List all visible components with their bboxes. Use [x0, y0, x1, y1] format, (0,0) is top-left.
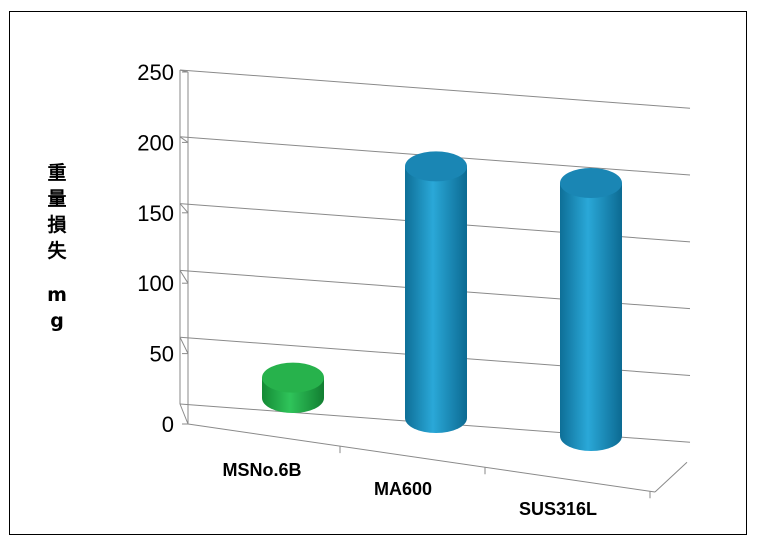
- y-axis-label: 重 量 損 失 m g: [42, 160, 72, 334]
- y-axis-label-char: 損: [47, 214, 67, 236]
- cylinder-top: [405, 151, 467, 182]
- gridline: [179, 69, 691, 109]
- y-axis-label-char: g: [50, 310, 64, 332]
- y-axis-label-char: 量: [47, 188, 67, 210]
- floor-right-edge: [654, 461, 688, 493]
- y-tick-label: 150: [137, 201, 174, 226]
- x-category-label: MSNo.6B: [222, 460, 301, 480]
- y-tick-label: 0: [162, 412, 174, 437]
- side-gridline: [179, 336, 189, 354]
- label-layer: 0 50 100 150 200 250 MSNo.6B MA600 SUS316L: [137, 60, 597, 519]
- y-axis-label-char: m: [47, 284, 67, 306]
- x-category-label: MA600: [374, 479, 432, 499]
- x-category-label: SUS316L: [519, 499, 597, 519]
- y-axis-label-char: 重: [47, 162, 67, 184]
- side-gridline: [179, 136, 189, 143]
- bar-layer: [262, 151, 622, 452]
- y-axis-label-char: 失: [47, 240, 67, 262]
- cylinder-top: [560, 168, 622, 199]
- x-axis-line: [187, 423, 656, 493]
- cylinder-bar-msno6b: [262, 362, 324, 413]
- side-gridline: [179, 270, 189, 284]
- side-gridline: [179, 203, 189, 214]
- y-tick-label: 200: [137, 130, 174, 155]
- y-tick-label: 250: [137, 60, 174, 85]
- y-tick-label: 50: [150, 342, 174, 367]
- cylinder-body: [405, 166, 467, 433]
- cylinder-body: [560, 183, 622, 452]
- y-tick-label: 100: [137, 271, 174, 296]
- chart-frame: [9, 11, 747, 535]
- cylinder-bar-sus316l: [560, 168, 622, 452]
- cylinder-top: [262, 362, 324, 393]
- cylinder-bar-ma600: [405, 151, 467, 433]
- side-gridline: [179, 403, 189, 425]
